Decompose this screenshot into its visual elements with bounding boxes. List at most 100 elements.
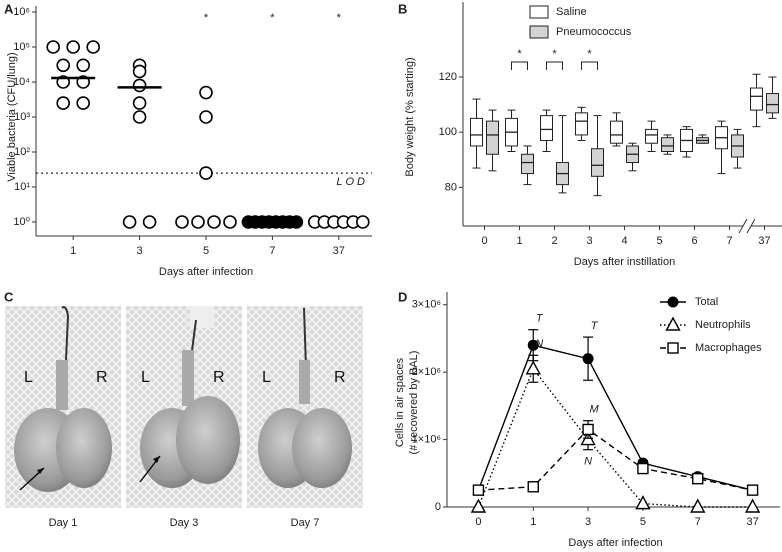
- data-point: [66, 40, 80, 54]
- significance: *: [270, 12, 275, 24]
- y-tick-label: 10³: [14, 111, 30, 123]
- significance-bracket: [511, 61, 528, 70]
- data-point: [746, 484, 759, 496]
- data-point: [527, 339, 539, 351]
- y-tick-label: 10⁶: [13, 6, 30, 18]
- axis-break: [746, 218, 756, 234]
- y-tick-label: 0: [435, 501, 441, 513]
- photo-label: L: [141, 369, 150, 386]
- photo: L R Day 1: [5, 306, 121, 529]
- panel-letter: A: [4, 1, 14, 16]
- photo-caption: Day 1: [49, 517, 78, 529]
- significance: *: [552, 48, 557, 60]
- data-point: [199, 110, 213, 124]
- series-line: [477, 344, 753, 491]
- chart-b: B 80 100 120 0 1 2 3 4 5 6 7 37 Days after instillati…: [398, 1, 782, 268]
- significance: *: [204, 12, 209, 24]
- x-tick-label: 3: [137, 245, 143, 257]
- legend-label: Saline: [556, 6, 587, 18]
- panel-letter: B: [398, 1, 407, 16]
- y-axis-title: Cells in air spaces: [394, 357, 406, 447]
- box: [591, 148, 604, 177]
- y-tick-label: 80: [445, 181, 457, 193]
- data-point: [191, 215, 205, 229]
- photo-label: R: [334, 369, 346, 386]
- x-tick-label: 7: [695, 516, 701, 528]
- legend-swatch: [529, 25, 549, 39]
- data-point: [744, 498, 761, 513]
- box: [645, 128, 658, 144]
- data-point: [56, 58, 71, 73]
- x-tick-label: 1: [516, 235, 522, 247]
- y-tick-label: 1×10⁶: [412, 433, 441, 445]
- x-axis-title: Days after instillation: [574, 256, 676, 268]
- point-label: T: [591, 320, 599, 332]
- legend-swatch: [529, 5, 549, 19]
- y-axis-title: Body weight (% starting): [404, 57, 416, 176]
- data-point: [207, 215, 221, 229]
- x-tick-label: 37: [333, 245, 345, 257]
- data-point: [470, 498, 487, 513]
- data-point: [132, 110, 147, 124]
- data-point: [472, 484, 485, 496]
- series-line: [477, 367, 753, 508]
- photo-caption: Day 3: [170, 517, 199, 529]
- photo-caption: Day 7: [291, 517, 320, 529]
- chart-a: A 10⁰ 10¹ 10² 10³ 10⁴ 10⁵ 10⁶ 1 3 5 7 37 Days after i…: [4, 1, 372, 278]
- photo-label: R: [96, 369, 108, 386]
- significance-bracket: [546, 61, 563, 70]
- x-tick-label: 0: [481, 235, 487, 247]
- box: [540, 115, 553, 141]
- data-point: [175, 215, 189, 229]
- data-point: [46, 40, 61, 54]
- point-label: M: [589, 404, 599, 416]
- significance: *: [587, 48, 592, 60]
- photo-label: L: [262, 369, 271, 386]
- data-point: [692, 472, 704, 485]
- reference-label: LOD: [336, 176, 368, 188]
- legend-label: Pneumococcus: [556, 26, 632, 38]
- box: [661, 137, 674, 152]
- photo-label: R: [213, 369, 225, 386]
- data-point: [76, 96, 90, 110]
- x-tick-label: 1: [530, 516, 536, 528]
- x-axis-title: Days after infection: [568, 537, 662, 549]
- x-tick-label: 7: [269, 245, 275, 257]
- data-point: [289, 215, 304, 229]
- x-tick-label: 4: [621, 235, 627, 247]
- x-tick-label: 5: [640, 516, 646, 528]
- data-point: [132, 64, 147, 79]
- data-point: [527, 481, 539, 493]
- y-tick-label: 100: [439, 126, 457, 138]
- data-point: [86, 40, 100, 54]
- legend-marker: [667, 342, 679, 354]
- x-tick-label: 0: [475, 516, 481, 528]
- data-point: [122, 215, 137, 229]
- y-tick-label: 120: [439, 71, 457, 83]
- data-point: [635, 495, 651, 510]
- data-point: [199, 85, 213, 100]
- chart-d: D 0 1×10⁶ 2×10⁶ 3×10⁶ 0 1 3 5 7 37 Days after infec…: [394, 289, 780, 549]
- data-point: [582, 353, 594, 365]
- data-point: [637, 462, 649, 475]
- x-tick-label: 37: [758, 235, 770, 247]
- photo: L R Day 3: [126, 306, 242, 529]
- box: [486, 120, 499, 155]
- data-point: [199, 166, 213, 180]
- legend-marker: [667, 296, 679, 308]
- photo-label: L: [24, 369, 33, 386]
- y-tick-label: 10⁵: [13, 41, 30, 53]
- panel-letter: C: [4, 289, 14, 304]
- x-tick-label: 7: [726, 235, 732, 247]
- data-point: [690, 498, 706, 513]
- point-label: T: [536, 313, 544, 325]
- y-tick-label: 3×10⁶: [412, 299, 441, 311]
- panel-letter: D: [398, 289, 407, 304]
- box: [575, 112, 588, 136]
- x-axis-title: Days after infection: [159, 266, 253, 278]
- box: [766, 93, 779, 114]
- data-point: [132, 96, 147, 110]
- x-tick-label: 2: [551, 235, 557, 247]
- legend-marker: [665, 316, 681, 331]
